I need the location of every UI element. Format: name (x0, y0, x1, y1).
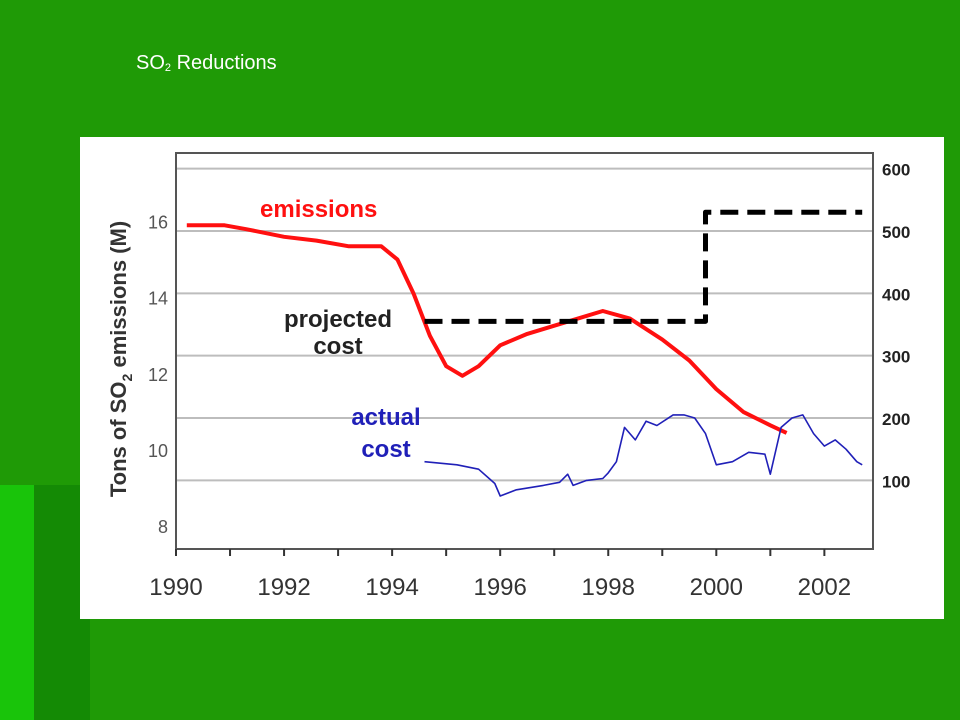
x-tick-label-1996: 1996 (473, 574, 526, 601)
y-left-tick-14: 14 (148, 289, 168, 309)
series-label-actual-cost-0: actual (351, 404, 420, 431)
x-tick-label-1992: 1992 (257, 574, 310, 601)
y-right-tick-500: 500 (882, 223, 910, 242)
chart-svg: 1990 1992 1994 1996 1998 2000 2002 8 10 12 14 16 100… (106, 152, 910, 601)
series-line-projected-cost (424, 209, 863, 324)
y-left-tick-8: 8 (158, 517, 168, 537)
y-right-tick-200: 200 (882, 410, 910, 429)
plot-frame (175, 152, 874, 550)
y-right-tick-100: 100 (882, 472, 910, 491)
x-tick-label-1994: 1994 (365, 574, 418, 601)
series-line-actual-cost (424, 414, 863, 497)
y-right-tick-600: 600 (882, 161, 910, 180)
x-tick-label-1990: 1990 (149, 574, 202, 601)
y-right-tick-400: 400 (882, 285, 910, 304)
y-axis-title: Tons of SO2 emissions (M) (106, 221, 135, 497)
y-left-tick-10: 10 (148, 441, 168, 461)
series-label-projected-cost-1: cost (313, 333, 362, 360)
x-tick-label-2000: 2000 (690, 574, 743, 601)
chart-panel: 1990 1992 1994 1996 1998 2000 2002 8 10 12 14 16 100… (80, 137, 944, 619)
x-tick-label-1998: 1998 (582, 574, 635, 601)
series-label-projected-cost-0: projected (284, 306, 392, 333)
title-prefix: SO (136, 52, 165, 74)
background-stripe-bright (0, 485, 34, 720)
slide-title: SO2 Reductions (136, 52, 277, 75)
series-label-actual-cost-1: cost (361, 436, 410, 463)
x-tick-label-2002: 2002 (798, 574, 851, 601)
y-left-tick-16: 16 (148, 213, 168, 233)
title-suffix: Reductions (171, 52, 277, 74)
series-line-emissions (186, 223, 788, 435)
title-subscript: 2 (164, 62, 172, 74)
series-label-emissions-0: emissions (260, 196, 377, 223)
y-right-tick-300: 300 (882, 348, 910, 367)
y-left-tick-12: 12 (148, 365, 168, 385)
